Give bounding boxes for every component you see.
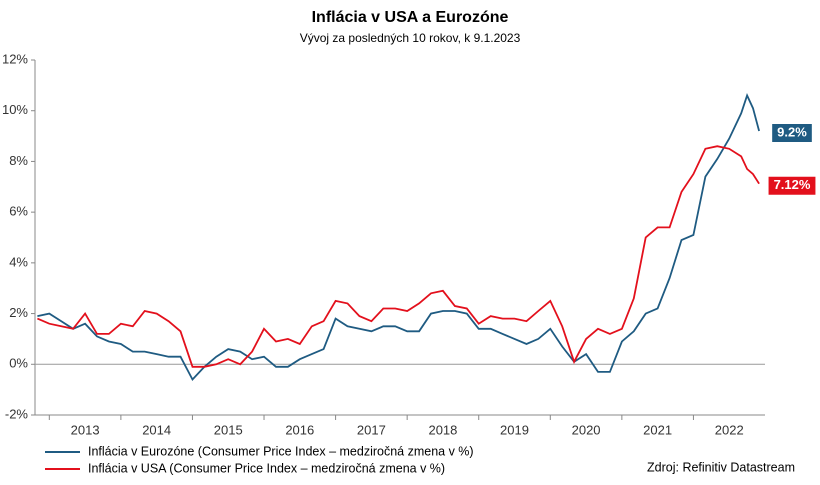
x-tick-label: 2022 — [715, 422, 744, 437]
x-tick-label: 2016 — [285, 422, 314, 437]
x-tick-label: 2020 — [572, 422, 601, 437]
legend-label: Inflácia v Eurozóne (Consumer Price Inde… — [88, 444, 474, 458]
legend-label: Inflácia v USA (Consumer Price Index – m… — [88, 461, 445, 475]
series-line — [37, 93, 760, 382]
y-tick-label: 2% — [9, 305, 28, 320]
end-label-box — [772, 124, 812, 142]
end-label-box — [768, 176, 816, 195]
y-tick-label: 8% — [9, 153, 28, 168]
series-line — [37, 145, 760, 368]
x-tick-label: 2019 — [500, 422, 529, 437]
x-tick-label: 2014 — [142, 422, 171, 437]
x-tick-label: 2021 — [643, 422, 672, 437]
y-tick-label: -2% — [5, 406, 29, 421]
chart-subtitle: Vývoj za posledných 10 rokov, k 9.1.2023 — [300, 31, 521, 45]
y-tick-label: 10% — [2, 102, 28, 117]
x-tick-label: 2017 — [357, 422, 386, 437]
y-tick-label: 4% — [9, 254, 28, 269]
y-tick-label: 0% — [9, 356, 28, 371]
source-note: Zdroj: Refinitiv Datastream — [647, 460, 795, 474]
x-tick-label: 2018 — [428, 422, 457, 437]
y-tick-label: 6% — [9, 204, 28, 219]
x-tick-label: 2013 — [71, 422, 100, 437]
chart-title: Inflácia v USA a Eurozóne — [312, 9, 509, 26]
end-label: 7.12% — [774, 177, 811, 192]
end-label: 9.2% — [777, 124, 807, 139]
y-tick-label: 12% — [2, 51, 28, 66]
x-tick-label: 2015 — [214, 422, 243, 437]
